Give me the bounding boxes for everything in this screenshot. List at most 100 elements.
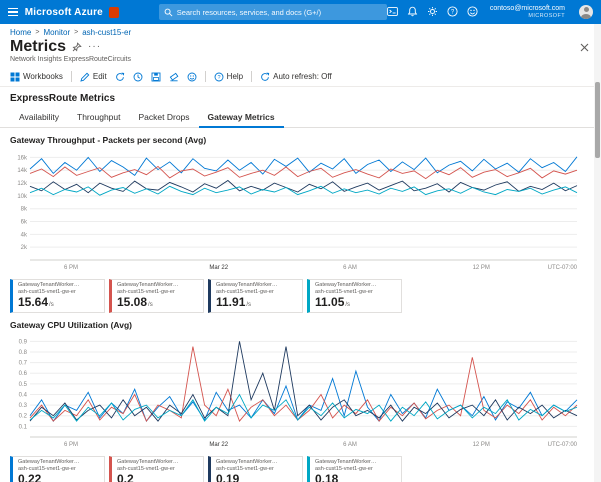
cloud-shell-icon[interactable] (386, 6, 398, 17)
clock-icon (133, 72, 143, 81)
metric-summary-card[interactable]: GatewayTenantWorker… ash-cust15-vnet1-gw… (307, 456, 402, 482)
clear-button[interactable] (169, 72, 179, 82)
feedback-button[interactable] (187, 72, 197, 82)
svg-text:?: ? (451, 10, 455, 16)
metric-summary-card[interactable]: GatewayTenantWorker… ash-cust15-vnet1-gw… (10, 456, 105, 482)
gateway-throughput-chart-title: Gateway Throughput - Packets per second … (10, 135, 207, 145)
workbooks-icon (10, 72, 20, 81)
metric-summary-card[interactable]: GatewayTenantWorker… ash-cust15-vnet1-gw… (208, 456, 303, 482)
metric-summary-card[interactable]: GatewayTenantWorker… ash-cust15-vnet1-gw… (109, 456, 204, 482)
y-axis-tick-label: 16k (17, 155, 28, 161)
breadcrumb-home[interactable]: Home (10, 28, 32, 37)
close-blade-icon[interactable] (578, 41, 591, 54)
breadcrumb-separator: > (35, 29, 40, 36)
feedback-smiley-icon[interactable] (467, 6, 478, 18)
account-email: contoso@microsoft.com (489, 4, 565, 12)
tab-availability[interactable]: Availability (19, 112, 60, 122)
refresh-button[interactable] (115, 72, 125, 82)
x-axis-tick-label: UTC-07:00 (548, 442, 578, 448)
metric-card-value: 11.05/s (315, 295, 351, 310)
save-button[interactable] (151, 72, 161, 82)
vertical-scrollbar[interactable] (594, 24, 601, 482)
scrollbar-thumb[interactable] (595, 82, 600, 158)
toolbar-divider (70, 71, 72, 82)
account-avatar[interactable] (579, 4, 593, 19)
global-search-bar[interactable] (158, 4, 387, 20)
help-label: Help (226, 72, 244, 81)
workbooks-button[interactable]: Workbooks (10, 72, 63, 82)
metric-card-resource: ash-cust15-vnet1-gw-er (117, 289, 175, 296)
auto-refresh-label: Auto refresh: Off (273, 72, 332, 81)
gateway-cpu-chart[interactable]: 0.9 0.8 0.7 0.6 0.5 0.4 0.3 0.2 0.1 6 PM Mar 22 6 A… (10, 332, 582, 450)
chart-series-line-2 (29, 346, 578, 423)
metric-card-title: GatewayTenantWorker… (315, 459, 377, 466)
x-axis-tick-label: UTC-07:00 (548, 265, 578, 271)
breadcrumb-resource[interactable]: ash-cust15-er (82, 28, 132, 37)
svg-text:?: ? (217, 75, 220, 81)
breadcrumb-monitor[interactable]: Monitor (43, 28, 71, 37)
x-axis-tick-label: 12 PM (473, 265, 490, 271)
metric-card-title: GatewayTenantWorker… (18, 282, 80, 288)
x-axis-tick-label: 6 PM (64, 265, 78, 271)
y-axis-tick-label: 0.7 (19, 361, 28, 367)
azure-brand-title[interactable]: Microsoft Azure (24, 6, 103, 18)
section-title: ExpressRoute Metrics (10, 93, 116, 104)
y-axis-tick-label: 12k (17, 181, 28, 187)
edit-button[interactable]: Edit (80, 72, 107, 82)
search-icon (164, 8, 173, 16)
metric-summary-card[interactable]: GatewayTenantWorker… ash-cust15-vnet1-gw… (10, 279, 105, 314)
breadcrumb-separator: > (74, 29, 79, 36)
y-axis-tick-label: 0.8 (19, 350, 28, 356)
metric-card-resource: ash-cust15-vnet1-gw-er (216, 466, 274, 473)
tab-gateway-metrics[interactable]: Gateway Metrics (198, 108, 284, 128)
metric-card-title: GatewayTenantWorker… (216, 282, 278, 288)
y-axis-tick-label: 4k (21, 232, 28, 238)
global-search-input[interactable] (176, 7, 382, 17)
tab-packet-drops[interactable]: Packet Drops (138, 112, 190, 122)
metric-card-value: 0.22 (18, 472, 42, 482)
metric-card-value: 15.08/s (117, 295, 153, 310)
metric-card-resource: ash-cust15-vnet1-gw-er (18, 466, 76, 473)
metric-summary-card[interactable]: GatewayTenantWorker… ash-cust15-vnet1-gw… (208, 279, 303, 314)
help-question-icon[interactable]: ? (447, 6, 458, 18)
x-axis-tick-label: 6 AM (343, 265, 357, 271)
metric-card-resource: ash-cust15-vnet1-gw-er (315, 466, 373, 473)
metrics-tabs: Availability Throughput Packet Drops Gat… (0, 108, 601, 128)
more-options-icon[interactable]: ··· (88, 41, 102, 52)
chart-series-line-3 (29, 179, 578, 194)
x-axis-tick-label: Mar 22 (209, 442, 228, 448)
help-button[interactable]: ? Help (214, 72, 243, 82)
metric-card-resource: ash-cust15-vnet1-gw-er (18, 289, 76, 296)
auto-refresh-button[interactable]: Auto refresh: Off (260, 72, 332, 82)
y-axis-tick-label: 8k (21, 207, 28, 213)
y-axis-tick-label: 10k (17, 194, 28, 200)
toolbar-divider (251, 71, 253, 82)
account-info[interactable]: contoso@microsoft.com MICROSOFT (490, 5, 565, 19)
edit-label: Edit (92, 72, 107, 81)
portal-badge-icon[interactable] (108, 6, 119, 18)
page-title: Metrics (10, 38, 67, 55)
hamburger-menu-icon[interactable] (8, 7, 18, 17)
settings-gear-icon[interactable] (427, 6, 438, 17)
metric-card-resource: ash-cust15-vnet1-gw-er (117, 466, 175, 473)
page-subtitle: Network Insights ExpressRouteCircuits (10, 56, 131, 63)
metric-card-resource: ash-cust15-vnet1-gw-er (216, 289, 274, 296)
metric-summary-card[interactable]: GatewayTenantWorker… ash-cust15-vnet1-gw… (307, 279, 402, 314)
toolbar-smiley-icon (187, 72, 197, 81)
y-axis-tick-label: 0.5 (19, 382, 28, 388)
y-axis-tick-label: 0.2 (19, 414, 28, 420)
pin-icon[interactable] (72, 42, 82, 52)
y-axis-tick-label: 0.6 (19, 371, 28, 377)
x-axis-tick-label: 6 PM (64, 442, 78, 448)
gateway-throughput-chart[interactable]: 16k 14k 12k 10k 8k 6k 4k 2k 6 PM Mar 22 6 AM 12 PM U… (10, 147, 582, 273)
tab-throughput[interactable]: Throughput (77, 112, 121, 122)
breadcrumb: Home > Monitor > ash-cust15-er (0, 24, 601, 37)
metric-card-value: 0.19 (216, 472, 240, 482)
metric-summary-card[interactable]: GatewayTenantWorker… ash-cust15-vnet1-gw… (109, 279, 204, 314)
y-axis-tick-label: 0.4 (19, 393, 28, 399)
notifications-bell-icon[interactable] (407, 6, 418, 17)
save-disk-icon (151, 72, 161, 81)
page-title-row: Metrics ··· (0, 37, 601, 56)
time-range-button[interactable] (133, 72, 143, 82)
